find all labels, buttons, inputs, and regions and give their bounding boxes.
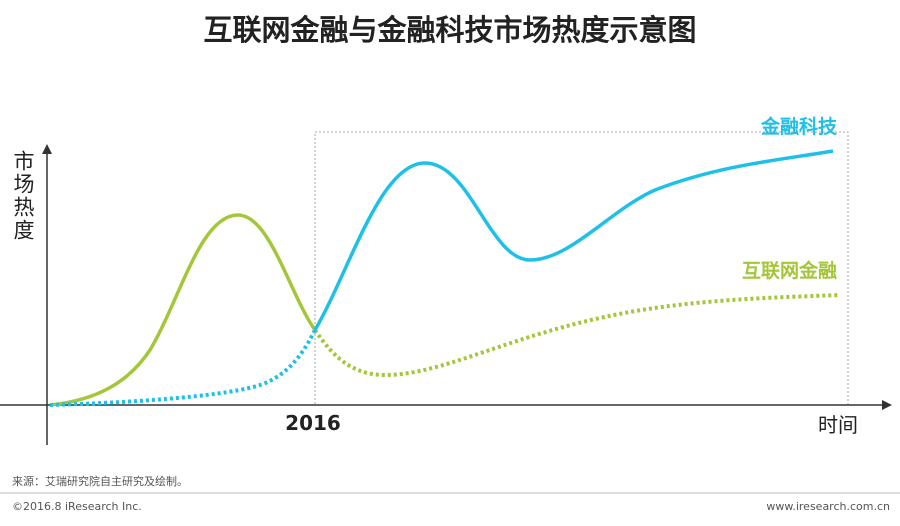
source-note: 来源：艾瑞研究院自主研究及绘制。 [12,474,188,488]
website: www.iresearch.com.cn [766,500,890,513]
title: 互联网金融与金融科技市场热度示意图 [203,13,696,47]
x-axis-label: 时间 [818,413,858,437]
internet-finance-curve [49,213,317,407]
internet-finance-curve-dotted [313,293,841,378]
marker-label: 2016 [285,411,341,435]
y-arrow [42,144,52,154]
copyright: ©2016.8 iResearch Inc. [12,500,142,513]
x-arrow [882,400,892,410]
y-axis-label: 市场热度 [11,150,35,242]
curve-label: 互联网金融 [742,259,837,282]
fintech-curve-dotted [49,329,317,407]
fintech-curve [313,149,834,331]
curve-label: 金融科技 [760,115,838,138]
